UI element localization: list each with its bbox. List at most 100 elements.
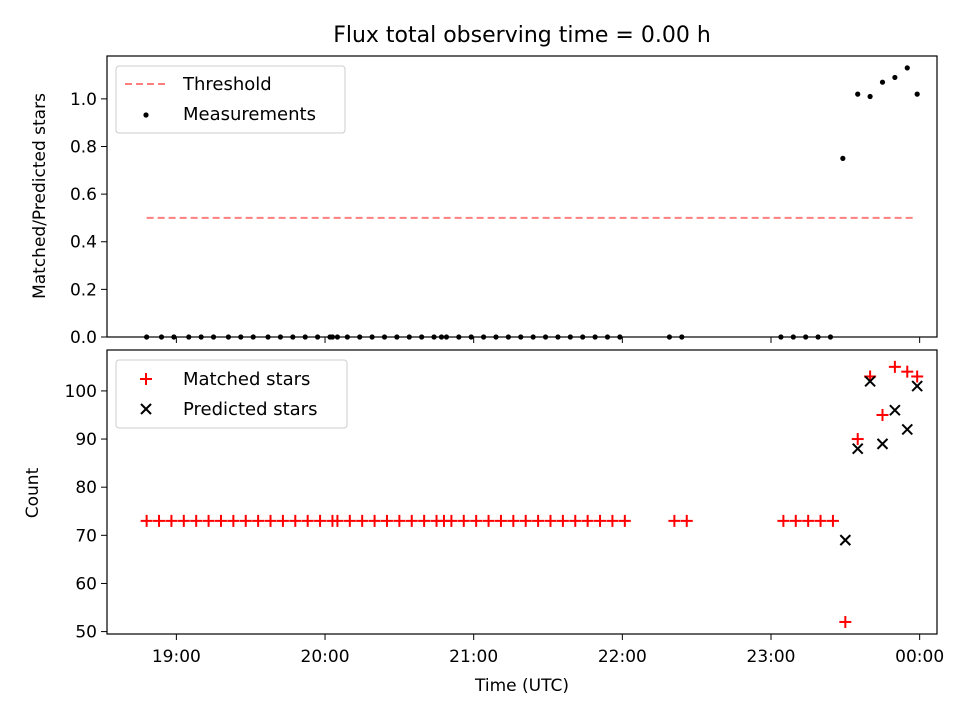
matched-star-point <box>368 514 381 527</box>
bottom-y-tick-label: 60 <box>75 574 97 594</box>
matched-star-point <box>445 514 458 527</box>
top-y-tick-label: 0.8 <box>70 137 97 157</box>
predicted-star-point <box>852 442 864 455</box>
top-legend-box <box>115 65 346 134</box>
matched-star-point <box>343 514 356 527</box>
predicted-star-point <box>901 423 913 436</box>
matched-star-point <box>494 514 507 527</box>
bottom-y-tick-label: 100 <box>65 382 97 402</box>
bottom-x-tick-label: 22:00 <box>598 647 647 667</box>
matched-star-point <box>814 514 827 527</box>
matched-star-point <box>482 514 495 527</box>
matched-star-point <box>594 514 607 527</box>
top-legend: Threshold Measurements <box>115 65 346 134</box>
bottom-plot-area <box>140 360 924 628</box>
bottom-axes-frame <box>106 349 938 635</box>
bottom-x-tick-label: 20:00 <box>301 647 350 667</box>
measurement-point <box>879 79 886 85</box>
legend-predicted-label: Predicted stars <box>183 399 317 420</box>
matched-star-point <box>418 514 431 527</box>
matched-star-point <box>405 514 418 527</box>
matched-star-point <box>911 370 924 383</box>
matched-star-point <box>680 514 693 527</box>
matched-star-point <box>356 514 369 527</box>
matched-star-point <box>314 514 327 527</box>
measurement-point <box>914 91 920 97</box>
matched-star-point <box>214 514 227 527</box>
bottom-panel: 50 60 70 80 90 100 19:00 20:00 21:00 22:00 23:00 0… <box>23 349 944 696</box>
predicted-star-point <box>911 380 923 392</box>
bottom-x-tick-label: 00:00 <box>895 647 944 667</box>
bottom-legend: Matched stars Predicted stars <box>115 359 348 429</box>
matched-star-point <box>276 514 289 527</box>
legend-measurements-label: Measurements <box>183 104 316 125</box>
matched-star-point <box>177 514 190 527</box>
matched-star-point <box>470 514 483 527</box>
bottom-x-tick-label: 23:00 <box>747 647 796 667</box>
matched-star-point <box>888 360 901 373</box>
top-y-axis: 0.0 0.2 0.4 0.6 0.8 1.0 <box>70 90 107 348</box>
matched-star-point <box>227 514 240 527</box>
measurement-point <box>904 65 910 71</box>
bottom-y-tick-label: 50 <box>75 623 97 643</box>
top-y-tick-label: 0.2 <box>70 280 97 300</box>
measurement-point <box>840 155 846 161</box>
matched-star-point <box>165 514 178 527</box>
matched-star-point <box>252 514 265 527</box>
legend-measurements-swatch <box>143 112 149 118</box>
bottom-x-axis: 19:00 20:00 21:00 22:00 23:00 00:00 <box>152 634 944 667</box>
legend-matched-label: Matched stars <box>183 369 310 390</box>
top-y-axis-label: Matched/Predicted stars <box>30 93 50 299</box>
legend-predicted-swatch <box>140 403 152 415</box>
legend-threshold-label: Threshold <box>182 74 272 95</box>
matched-star-point <box>901 365 914 378</box>
predicted-star-point <box>864 375 876 387</box>
top-y-tick-label: 0.6 <box>70 185 97 205</box>
matched-star-point <box>140 514 153 527</box>
x-axis-label: Time (UTC) <box>474 676 569 696</box>
predicted-star-point <box>839 534 852 546</box>
bottom-y-axis: 50 60 70 80 90 100 <box>65 382 107 643</box>
bottom-y-tick-label: 90 <box>75 430 97 450</box>
matched-star-point <box>393 514 406 527</box>
top-y-tick-label: 1.0 <box>70 90 97 110</box>
matched-star-point <box>839 615 852 628</box>
matched-star-point <box>380 514 393 527</box>
matched-star-point <box>331 514 344 527</box>
legend-matched-swatch <box>140 373 152 385</box>
bottom-y-tick-label: 70 <box>75 526 97 546</box>
matched-star-point <box>190 514 203 527</box>
bottom-y-axis-label: Count <box>23 467 43 518</box>
matched-star-point <box>239 514 252 527</box>
matched-star-point <box>457 514 470 527</box>
bottom-y-tick-label: 80 <box>75 478 97 498</box>
matched-star-point <box>301 514 314 527</box>
matched-star-point <box>264 514 277 527</box>
matched-star-point <box>569 514 582 527</box>
matched-star-point <box>802 514 815 527</box>
matched-star-point <box>789 514 802 527</box>
matched-star-point <box>289 514 302 527</box>
matched-star-point <box>153 514 166 527</box>
matched-star-point <box>606 514 619 527</box>
bottom-x-tick-label: 21:00 <box>449 647 498 667</box>
matched-star-point <box>777 514 790 527</box>
measurement-point <box>855 91 861 97</box>
bottom-legend-box <box>115 359 348 429</box>
matched-star-point <box>544 514 557 527</box>
matched-star-point <box>507 514 520 527</box>
matched-star-point <box>519 514 532 527</box>
chart-title: Flux total observing time = 0.00 h <box>333 23 711 48</box>
matched-star-point <box>581 514 594 527</box>
matched-star-point <box>202 514 215 527</box>
bottom-x-tick-label: 19:00 <box>152 647 201 667</box>
top-x-axis-ticks <box>175 337 921 343</box>
top-panel: 0.0 0.2 0.4 0.6 0.8 1.0 Matched/Predicted sta… <box>30 55 938 348</box>
matched-star-point <box>618 514 631 527</box>
matched-star-point <box>876 408 889 421</box>
matched-star-point <box>826 514 839 527</box>
matched-star-point <box>556 514 569 527</box>
top-y-tick-label: 0.0 <box>70 328 97 348</box>
matched-star-point <box>851 433 864 446</box>
